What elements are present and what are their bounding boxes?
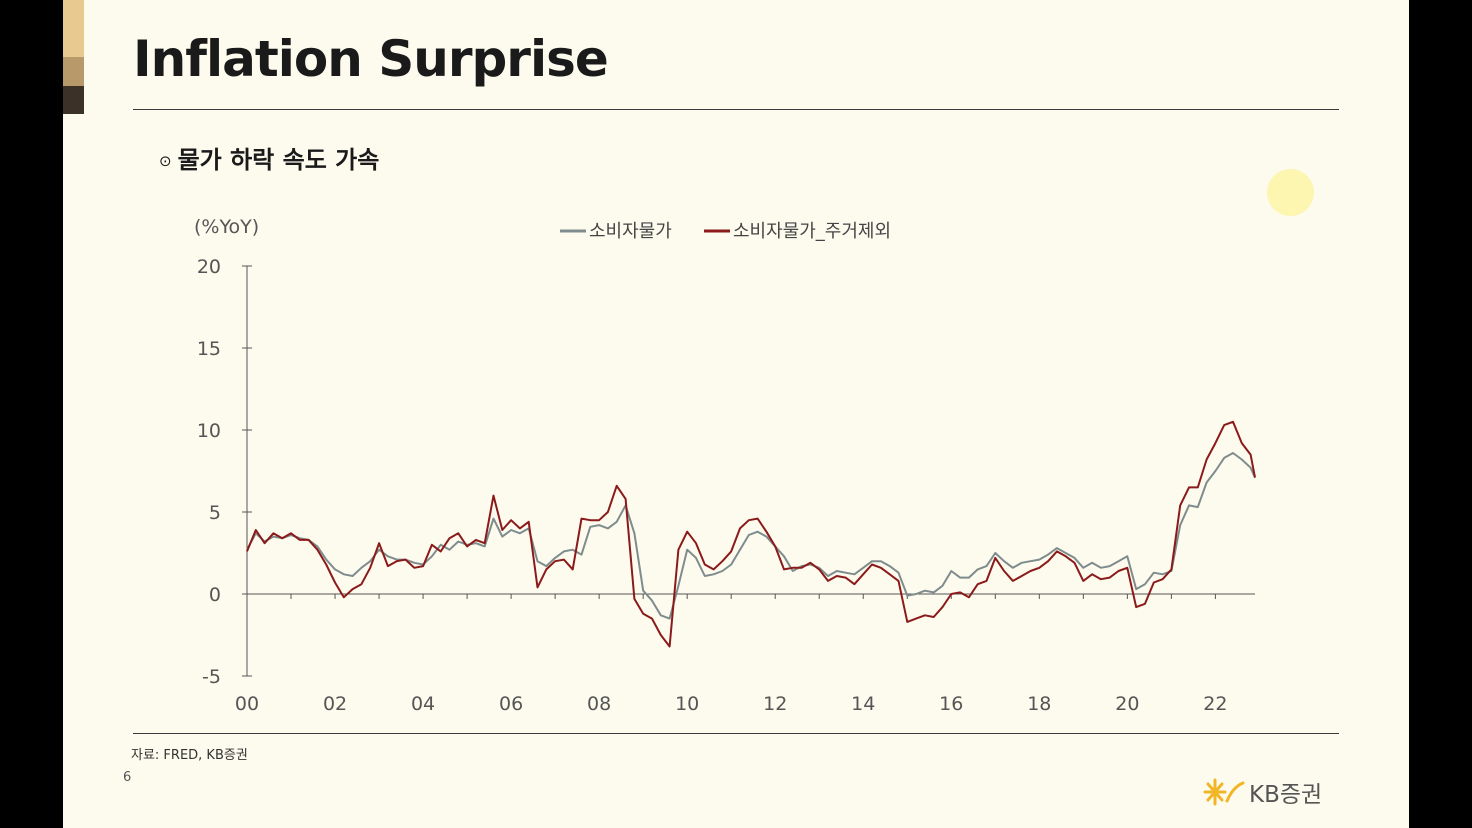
- logo-text: KB증권: [1249, 782, 1323, 808]
- series-line-cpi: [246, 452, 1256, 620]
- slide: Inflation Surprise ⊙ 물가 하락 속도 가속 (%YoY) 소…: [63, 0, 1409, 828]
- chart-plot-area: [246, 420, 1256, 648]
- x-tick-label: 10: [675, 693, 699, 715]
- chart-heading-text: 물가 하락 속도 가속: [177, 146, 380, 174]
- kb-logo: KB증권: [1203, 772, 1322, 812]
- title-divider: [133, 109, 1339, 110]
- legend-label-ex-shelter: 소비자물가_주거제외: [733, 221, 891, 242]
- y-tick-label: 10: [197, 420, 221, 442]
- y-tick-label: 0: [209, 584, 221, 606]
- legend-label-cpi: 소비자물가: [589, 221, 672, 242]
- x-tick-label: 20: [1115, 693, 1139, 715]
- chart-axes: -5 0 5 10 15 20 00 02 04 06 08 10 12 14 16 18 20 22: [197, 256, 1255, 715]
- y-tick-label: -5: [202, 666, 221, 688]
- x-tick-label: 14: [851, 693, 875, 715]
- chart-heading: ⊙ 물가 하락 속도 가속: [159, 140, 379, 175]
- chart-legend: 소비자물가 소비자물가_주거제외: [560, 221, 891, 242]
- y-tick-label: 5: [209, 502, 221, 524]
- source-note: 자료: FRED, KB증권: [131, 748, 248, 763]
- accent-bar-top: [63, 0, 84, 57]
- x-tick-label: 22: [1203, 693, 1227, 715]
- page-number: 6: [123, 770, 132, 785]
- kb-star-icon: [1203, 778, 1245, 806]
- series-line-ex-shelter: [246, 420, 1256, 648]
- heading-bullet: ⊙: [159, 152, 172, 170]
- footer-divider: [133, 733, 1339, 734]
- x-tick-label: 04: [411, 693, 435, 715]
- slide-title: Inflation Surprise: [133, 30, 609, 88]
- x-tick-label: 12: [763, 693, 787, 715]
- x-tick-label: 18: [1027, 693, 1051, 715]
- y-tick-label: 20: [197, 256, 221, 278]
- x-tick-label: 08: [587, 693, 611, 715]
- x-tick-label: 00: [235, 693, 259, 715]
- accent-bar-mid: [63, 57, 84, 86]
- x-tick-label: 06: [499, 693, 523, 715]
- line-chart: (%YoY) 소비자물가 소비자물가_주거제외 -5 0 5 10 15 20 00 02 04…: [194, 216, 1256, 715]
- accent-bar-bottom: [63, 86, 84, 114]
- x-tick-label: 02: [323, 693, 347, 715]
- x-tick-label: 16: [939, 693, 963, 715]
- cursor-highlight: [1267, 169, 1314, 216]
- y-tick-label: 15: [197, 338, 221, 360]
- y-axis-unit-label: (%YoY): [194, 216, 259, 238]
